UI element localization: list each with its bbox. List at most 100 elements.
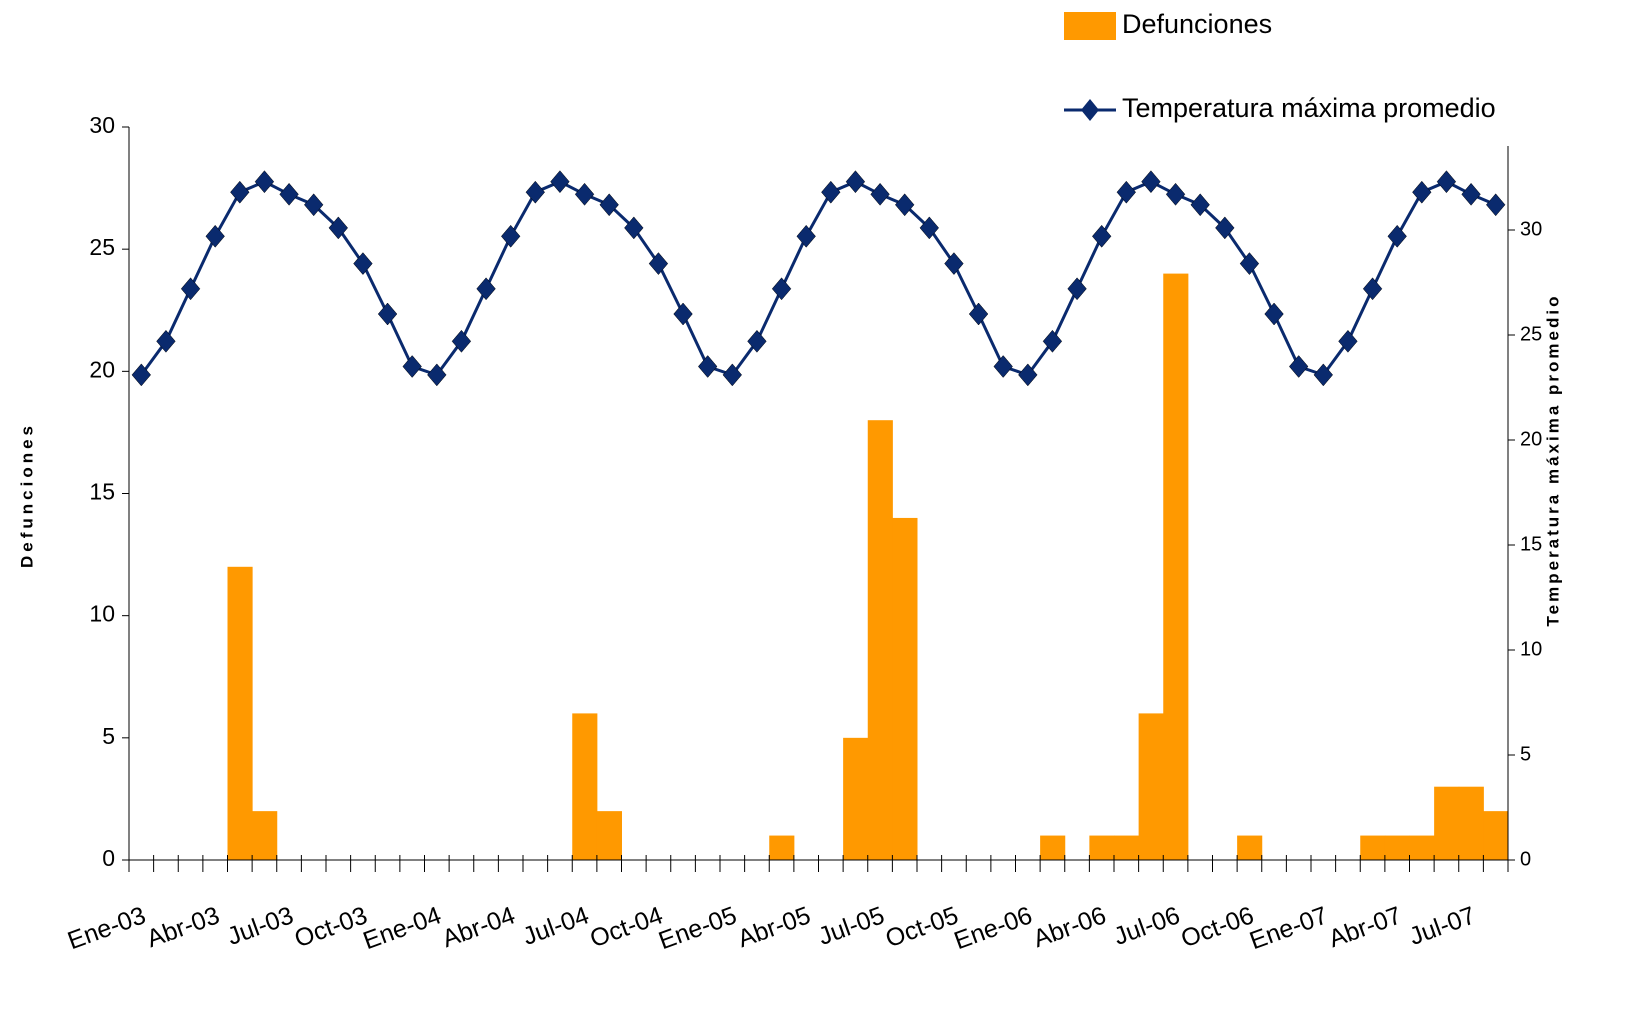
line-marker — [254, 170, 275, 194]
line-marker — [353, 252, 373, 275]
line-marker — [1190, 193, 1210, 217]
bar — [1483, 811, 1509, 860]
line-marker — [501, 224, 521, 248]
line-series — [140, 180, 1497, 377]
bar — [596, 811, 622, 860]
line-marker — [747, 329, 767, 353]
line-marker — [1116, 180, 1136, 204]
line-marker — [328, 216, 348, 240]
line-marker — [944, 252, 964, 275]
line-marker — [673, 302, 693, 326]
line-marker — [1289, 355, 1309, 378]
y-tick-label: 5 — [102, 723, 115, 749]
line-marker — [1362, 277, 1383, 301]
legend-label: Temperatura máxima promedio — [1122, 93, 1496, 123]
bar — [572, 713, 598, 860]
bar — [1040, 835, 1066, 860]
line-marker — [131, 363, 151, 387]
line-marker — [1486, 193, 1506, 217]
line-marker — [722, 363, 742, 387]
line-marker — [1239, 252, 1260, 275]
x-tick-label: Abr-06 — [1030, 901, 1110, 953]
line-marker — [180, 277, 201, 301]
bar — [892, 517, 918, 860]
bar — [1089, 835, 1115, 860]
line-marker — [230, 180, 250, 204]
y-tick-label: 30 — [89, 112, 115, 138]
line-marker — [845, 170, 866, 194]
y2-tick-label: 15 — [1520, 533, 1542, 555]
x-tick-label: Abr-07 — [1325, 901, 1405, 953]
x-tick-label: Jul-07 — [1406, 901, 1480, 951]
x-tick-label: Jul-04 — [519, 901, 593, 951]
x-tick-label: Ene-04 — [360, 901, 445, 955]
line-marker — [968, 302, 989, 326]
legend-swatch — [1064, 12, 1116, 40]
y-tick-label: 25 — [89, 234, 115, 260]
line-marker — [1313, 363, 1333, 387]
bar — [1384, 835, 1410, 860]
bar — [769, 835, 795, 860]
x-tick-label: Ene-06 — [951, 901, 1036, 955]
y2-tick-label: 10 — [1520, 638, 1542, 660]
line-marker — [895, 193, 915, 217]
line-marker — [1338, 329, 1358, 353]
y2-tick-label: 0 — [1520, 848, 1531, 870]
line-marker — [451, 329, 472, 353]
bar — [252, 811, 278, 860]
x-tick-label: Oct-06 — [1177, 901, 1257, 953]
line-marker — [698, 355, 718, 378]
line-marker — [304, 193, 324, 217]
line-marker — [1042, 329, 1063, 353]
x-tick-label: Abr-04 — [439, 901, 519, 953]
bar — [1114, 835, 1140, 860]
bar — [1360, 835, 1386, 860]
line-marker — [648, 252, 669, 275]
bar — [1434, 786, 1460, 860]
line-marker — [599, 193, 619, 217]
line-marker — [1018, 363, 1038, 387]
line-marker — [525, 180, 545, 204]
x-tick-label: Oct-04 — [586, 901, 666, 953]
line-marker — [993, 355, 1013, 378]
line-marker — [1067, 277, 1087, 301]
bar — [843, 737, 869, 860]
line-marker — [1264, 302, 1284, 326]
y-tick-label: 20 — [89, 356, 115, 382]
line-marker — [1141, 170, 1161, 194]
line-marker — [624, 216, 644, 240]
y2-tick-label: 25 — [1520, 323, 1542, 345]
x-tick-label: Ene-07 — [1246, 901, 1331, 955]
line-marker — [1412, 180, 1432, 204]
x-tick-label: Oct-05 — [882, 901, 962, 953]
line-marker — [574, 182, 595, 206]
y2-axis-title: Temperatura máxima promedio — [1543, 294, 1562, 627]
line-marker — [1436, 170, 1457, 194]
line-marker — [156, 329, 176, 353]
x-tick-label: Jul-03 — [224, 901, 298, 951]
line-marker — [402, 355, 422, 378]
x-tick-label: Jul-06 — [1110, 901, 1184, 951]
legend-label: Defunciones — [1122, 9, 1272, 39]
line-marker — [279, 182, 299, 206]
line-marker — [1215, 216, 1235, 240]
legend-marker — [1081, 99, 1099, 121]
x-tick-label: Abr-05 — [734, 901, 814, 953]
line-marker — [919, 216, 939, 240]
line-marker — [205, 224, 225, 248]
y-axis-title: Defunciones — [17, 422, 36, 568]
bar — [1163, 273, 1189, 861]
x-tick-label: Jul-05 — [815, 901, 889, 951]
y-tick-label: 0 — [102, 845, 115, 871]
bar — [227, 566, 253, 860]
x-tick-label: Ene-03 — [64, 901, 149, 955]
line-marker — [821, 180, 841, 204]
line-marker — [796, 224, 816, 248]
x-tick-label: Oct-03 — [291, 901, 371, 953]
line-marker — [1092, 224, 1112, 248]
x-tick-label: Abr-03 — [143, 901, 223, 953]
y-tick-label: 10 — [89, 601, 115, 627]
line-marker — [476, 277, 496, 301]
bar — [1409, 835, 1435, 860]
